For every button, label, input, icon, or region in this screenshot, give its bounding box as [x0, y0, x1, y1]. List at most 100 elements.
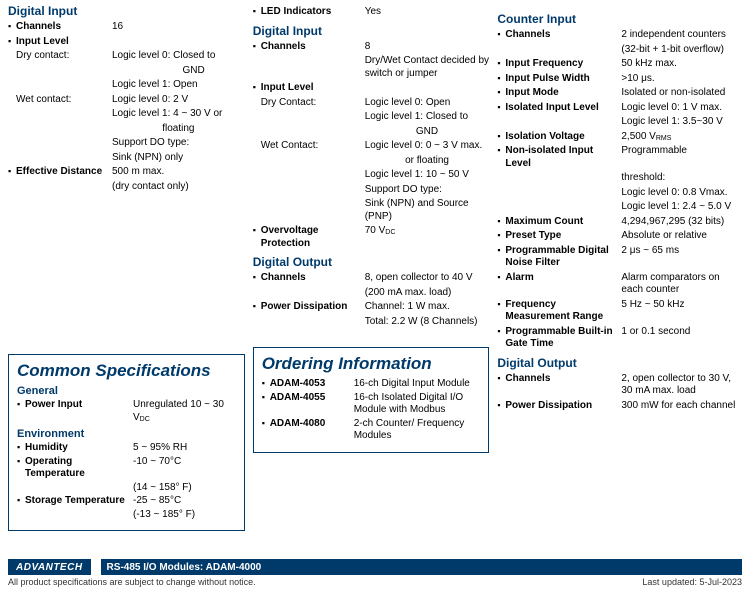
di2-heading: Digital Input [253, 24, 490, 38]
support2-1: Support DO type: [253, 184, 490, 197]
footer-note: All product specifications are subject t… [8, 577, 256, 587]
eff-dist-label: Effective Distance [16, 166, 112, 179]
support2: Sink (NPN) only [8, 152, 245, 165]
bullet: ▪ [497, 145, 505, 156]
bullet: ▪ [253, 82, 261, 93]
support1: Support DO type: [8, 137, 245, 150]
dry-contact-label: Dry contact: [16, 50, 112, 63]
ci-iso-v2: Logic level 1: 3.5~30 V [497, 116, 742, 129]
ci-ch-l: Channels [505, 29, 621, 42]
env-h: Environment [17, 428, 236, 440]
bullet: ▪ [253, 301, 261, 312]
power-label: Power Input [25, 399, 133, 412]
ov-value: 70 VDC [365, 225, 490, 238]
ci-ch-v1: 2 independent counters [621, 29, 742, 42]
ci-iv-l: Isolation Voltage [505, 131, 621, 144]
common-specs-box: Common Specifications General ▪Power Inp… [8, 354, 245, 531]
bullet: ▪ [262, 418, 270, 429]
footer-updated: Last updated: 5-Jul-2023 [642, 577, 742, 587]
humidity-value: 5 ~ 95% RH [133, 442, 236, 455]
ci-iso-v1: Logic level 0: 1 V max. [621, 102, 742, 115]
wet-v1: Logic level 0: 2 V [112, 94, 245, 107]
bullet: ▪ [497, 299, 505, 310]
bullet: ▪ [253, 6, 261, 17]
ord1-v: 16-ch Digital Input Module [354, 378, 481, 391]
ci-gate-v: 1 or 0.1 second [621, 326, 742, 339]
footer-bar-text: RS-485 I/O Modules: ADAM-4000 [101, 562, 262, 573]
bullet: ▪ [17, 456, 25, 467]
ci-non-l: Non-isolated Input Level [505, 145, 621, 170]
eff-dist-v2: (dry contact only) [8, 181, 245, 194]
eff-dist-v1: 500 m max. [112, 166, 245, 179]
ordering-title: Ordering Information [262, 354, 481, 374]
di1-heading: Digital Input [8, 4, 245, 18]
input-level-label: Input Level [16, 36, 112, 49]
bullet: ▪ [262, 378, 270, 389]
dry2-v2: Logic level 1: Closed to [253, 111, 490, 124]
op-temp-v2: (14 ~ 158° F) [133, 482, 236, 495]
ci-heading: Counter Input [497, 12, 742, 26]
power-value: Unregulated 10 ~ 30 VDC [133, 399, 236, 424]
dry2-label: Dry Contact: [261, 97, 365, 110]
bullet: ▪ [497, 326, 505, 337]
st-temp-label: Storage Temperature [25, 495, 133, 508]
ci-mode-v: Isolated or non-isolated [621, 87, 742, 100]
ci-iso-l: Isolated Input Level [505, 102, 621, 115]
ci-dnf-l: Programmable Digital Noise Filter [505, 245, 621, 270]
bullet: ▪ [497, 87, 505, 98]
bullet: ▪ [8, 36, 16, 47]
wet-v2: Logic level 1: 4 ~ 30 V or [8, 108, 245, 121]
channels-value: 16 [112, 21, 245, 34]
ch2-label: Channels [261, 41, 365, 54]
bullet: ▪ [8, 21, 16, 32]
bullet: ▪ [497, 400, 505, 411]
do3-ch-l: Channels [505, 373, 621, 386]
bullet: ▪ [497, 58, 505, 69]
bullet: ▪ [262, 392, 270, 403]
pd-v1: Channel: 1 W max. [365, 301, 490, 314]
bullet: ▪ [253, 225, 261, 236]
led-value: Yes [365, 6, 490, 19]
doc-v2: (200 mA max. load) [253, 287, 490, 300]
do2-heading: Digital Output [253, 255, 490, 269]
footer-bar: ADVANTECH RS-485 I/O Modules: ADAM-4000 [8, 559, 742, 575]
ci-non-v1: Programmable [621, 145, 742, 158]
ci-pw-l: Input Pulse Width [505, 73, 621, 86]
dry-v1b: GND [8, 65, 245, 78]
ci-fmr-v: 5 Hz ~ 50 kHz [621, 299, 742, 312]
bullet: ▪ [497, 230, 505, 241]
ci-alarm-l: Alarm [505, 272, 621, 285]
ci-preset-v: Absolute or relative [621, 230, 742, 243]
do3-pd-v: 300 mW for each channel [621, 400, 742, 413]
bullet: ▪ [497, 102, 505, 113]
doc-v1: 8, open collector to 40 V [365, 272, 490, 285]
ci-max-l: Maximum Count [505, 216, 621, 229]
wet-v2b: floating [8, 123, 245, 136]
brand-logo: ADVANTECH [8, 559, 101, 575]
dry-v1: Logic level 0: Closed to [112, 50, 245, 63]
ci-max-v: 4,294,967,295 (32 bits) [621, 216, 742, 229]
wet2-v1: Logic level 0: 0 ~ 3 V max. [365, 140, 490, 153]
st-temp-v2: (-13 ~ 185° F) [133, 509, 236, 522]
dry2-v2b: GND [253, 126, 490, 139]
ci-iv-v: 2,500 VRMS [621, 131, 742, 144]
common-title: Common Specifications [17, 361, 236, 381]
dry-v2: Logic level 1: Open [8, 79, 245, 92]
ci-pw-v: >10 μs. [621, 73, 742, 86]
ci-gate-l: Programmable Built-in Gate Time [505, 326, 621, 351]
do3-ch-v: 2, open collector to 30 V, 30 mA max. lo… [621, 373, 742, 398]
il2-label: Input Level [261, 82, 365, 95]
general-h: General [17, 385, 236, 397]
bullet: ▪ [17, 399, 25, 410]
wet-contact-label: Wet contact: [16, 94, 112, 107]
wet2-label: Wet Contact: [261, 140, 365, 153]
bullet: ▪ [497, 272, 505, 283]
st-temp-v1: -25 ~ 85°C [133, 495, 236, 508]
ov-label: Overvoltage Protection [261, 225, 365, 250]
ord2-v: 16-ch Isolated Digital I/O Module with M… [354, 392, 481, 417]
bullet: ▪ [497, 29, 505, 40]
op-temp-v1: -10 ~ 70°C [133, 456, 236, 469]
ci-freq-v: 50 kHz max. [621, 58, 742, 71]
bullet: ▪ [497, 245, 505, 256]
ci-non-v2: threshold: [497, 172, 742, 185]
